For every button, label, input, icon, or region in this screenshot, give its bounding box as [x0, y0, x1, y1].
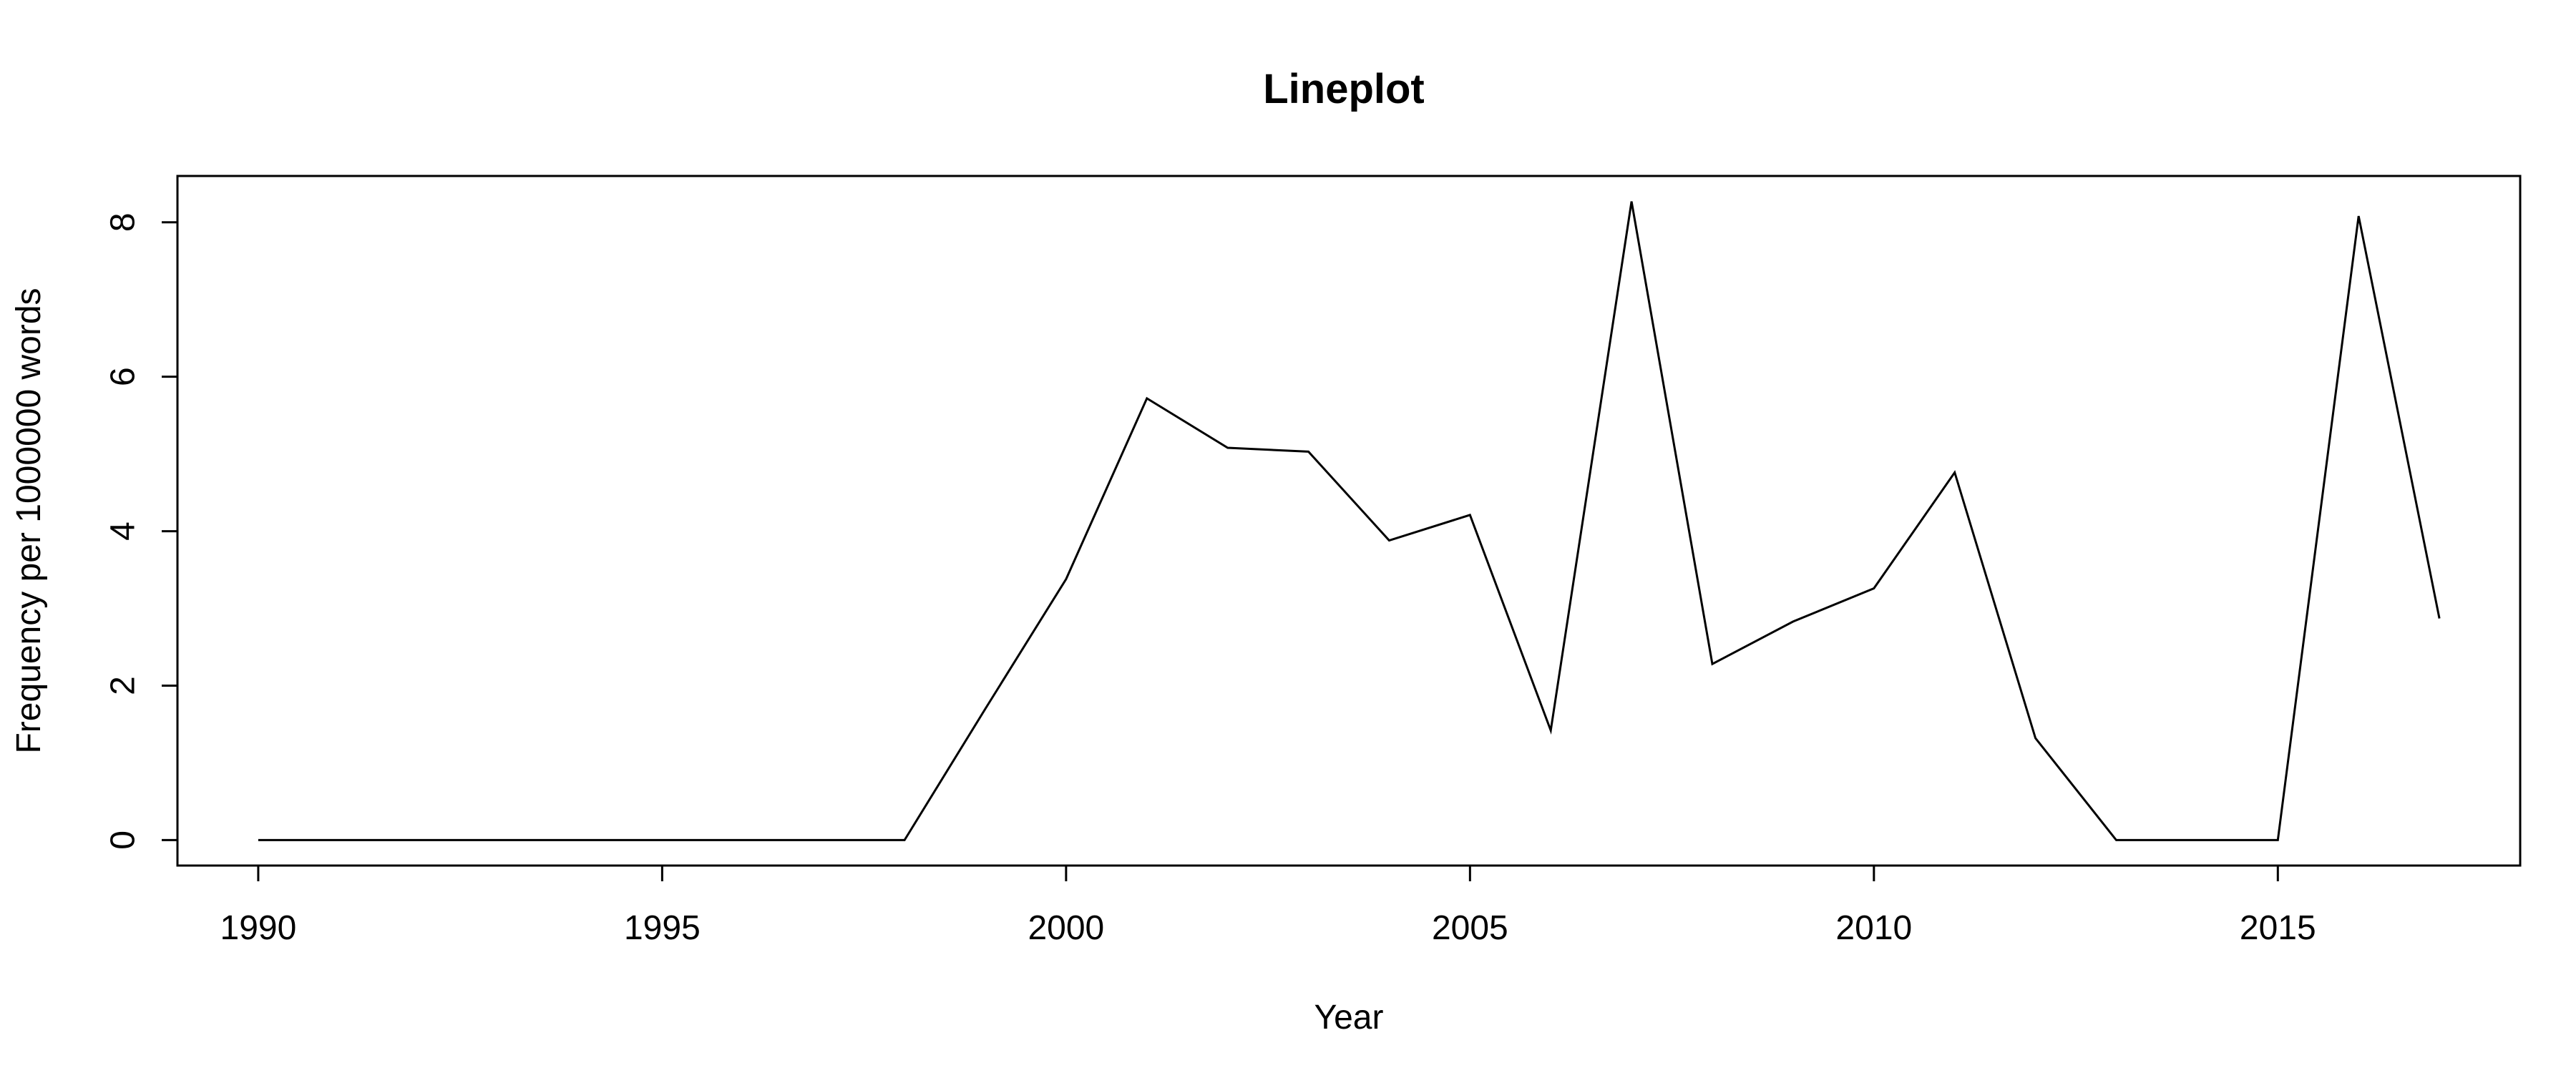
series-group	[258, 201, 2441, 841]
y-tick-label: 2	[104, 676, 142, 695]
x-tick-label: 2005	[1432, 909, 1508, 947]
plot-frame	[176, 175, 2522, 867]
y-axis: 0 2 4 6 8	[104, 212, 179, 850]
x-tick-label: 2015	[2240, 909, 2316, 947]
series-line-1	[258, 201, 2441, 841]
x-tick-label: 2000	[1028, 909, 1104, 947]
y-tick-label: 4	[104, 521, 142, 541]
chart-title: Lineplot	[1263, 66, 1425, 112]
y-tick-label: 0	[104, 831, 142, 850]
y-tick-label: 8	[104, 212, 142, 232]
y-axis-label: Frequency per 1000000 words	[10, 288, 48, 753]
x-axis-label: Year	[1314, 999, 1384, 1037]
x-tick-label: 2010	[1835, 909, 1912, 947]
x-axis: 1990 1995 2000 2005 2010 2015	[220, 864, 2316, 947]
x-tick-label: 1995	[624, 909, 701, 947]
x-tick-label: 1990	[220, 909, 297, 947]
y-tick-label: 6	[104, 367, 142, 386]
